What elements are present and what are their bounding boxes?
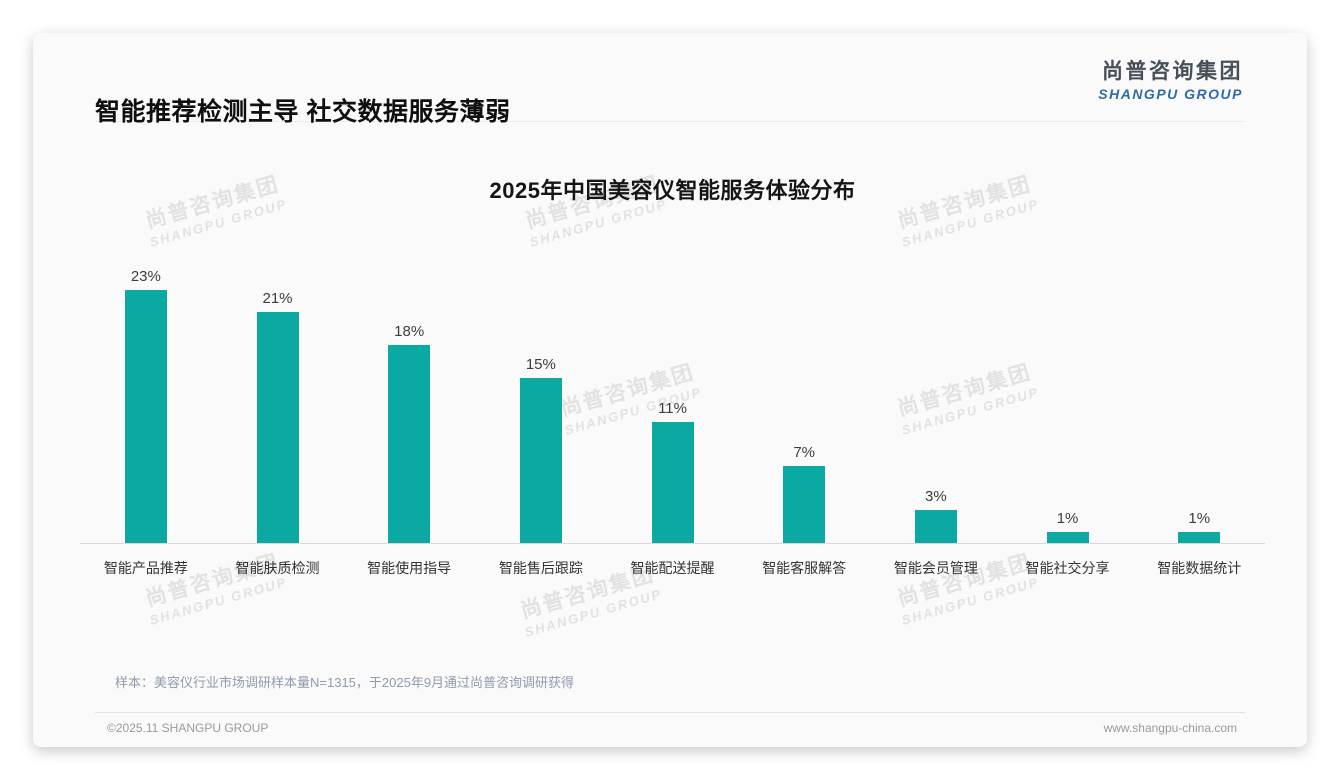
categories-row: 智能产品推荐 智能肤质检测 智能使用指导 智能售后跟踪 智能配送提醒 智能客服解答 智能会员… bbox=[80, 558, 1265, 578]
title-divider bbox=[95, 121, 1245, 122]
bar-group: 3% bbox=[870, 488, 1002, 543]
bar-group: 18% bbox=[343, 323, 475, 543]
footer-divider bbox=[95, 712, 1245, 713]
bar-chart: 2025年中国美容仪智能服务体验分布 23% 21% 18% 15% 11% 7% 3% 1%… bbox=[80, 173, 1265, 578]
bar bbox=[124, 290, 167, 543]
bar-group: 21% bbox=[212, 290, 344, 543]
slide-card: 尚普咨询集团 SHANGPU GROUP 尚普咨询集团 SHANGPU GROUP … bbox=[33, 33, 1307, 747]
bar-category-label: 智能会员管理 bbox=[893, 560, 978, 576]
watermark-en-text: SHANGPU GROUP bbox=[522, 586, 664, 641]
bar-value-label: 18% bbox=[394, 323, 425, 340]
bar-category-label: 智能社交分享 bbox=[1025, 560, 1110, 576]
logo-en-text: SHANGPU GROUP bbox=[1098, 86, 1243, 102]
sample-note: 样本：美容仪行业市场调研样本量N=1315，于2025年9月通过尚普咨询调研获得 bbox=[115, 675, 575, 690]
bar-category-label: 智能使用指导 bbox=[367, 560, 452, 576]
bar-group: 23% bbox=[80, 268, 212, 543]
bar-category-label: 智能产品推荐 bbox=[103, 560, 188, 576]
bar bbox=[1178, 532, 1221, 543]
footer-copyright: ©2025.11 SHANGPU GROUP bbox=[107, 721, 269, 735]
bar-group: 15% bbox=[475, 356, 607, 543]
bar-group: 7% bbox=[738, 444, 870, 543]
bar-value-label: 1% bbox=[1056, 510, 1079, 527]
bars-row: 23% 21% 18% 15% 11% 7% 3% 1% 1% bbox=[80, 255, 1265, 544]
bar-group: 11% bbox=[607, 400, 739, 543]
bar bbox=[914, 510, 957, 543]
bar bbox=[651, 422, 694, 543]
bar-category-label: 智能配送提醒 bbox=[630, 560, 715, 576]
bar-value-label: 1% bbox=[1188, 510, 1211, 527]
bar-value-label: 3% bbox=[925, 488, 947, 505]
bar-category-label: 智能数据统计 bbox=[1157, 560, 1242, 576]
bar bbox=[388, 345, 431, 543]
bar bbox=[256, 312, 299, 543]
bar-group: 1% bbox=[1002, 510, 1134, 543]
bar-group: 1% bbox=[1133, 510, 1265, 543]
company-logo: 尚普咨询集团 SHANGPU GROUP bbox=[1098, 55, 1243, 102]
logo-cn-text: 尚普咨询集团 bbox=[1102, 60, 1243, 83]
bar-category-label: 智能客服解答 bbox=[762, 560, 847, 576]
watermark-en-text: SHANGPU GROUP bbox=[147, 574, 289, 629]
page-title: 智能推荐检测主导 社交数据服务薄弱 bbox=[95, 97, 511, 126]
footer-website: www.shangpu-china.com bbox=[1103, 721, 1237, 735]
bar-category-label: 智能售后跟踪 bbox=[498, 560, 583, 576]
bar-value-label: 21% bbox=[262, 290, 293, 307]
bar bbox=[1046, 532, 1089, 543]
watermark-en-text: SHANGPU GROUP bbox=[899, 574, 1041, 629]
chart-title: 2025年中国美容仪智能服务体验分布 bbox=[489, 178, 856, 203]
bar-value-label: 15% bbox=[525, 356, 556, 373]
bar bbox=[783, 466, 826, 543]
bar-category-label: 智能肤质检测 bbox=[235, 560, 320, 576]
bar-value-label: 11% bbox=[658, 400, 687, 417]
bar-value-label: 23% bbox=[130, 268, 161, 285]
bar bbox=[519, 378, 562, 543]
bar-value-label: 7% bbox=[793, 444, 816, 461]
